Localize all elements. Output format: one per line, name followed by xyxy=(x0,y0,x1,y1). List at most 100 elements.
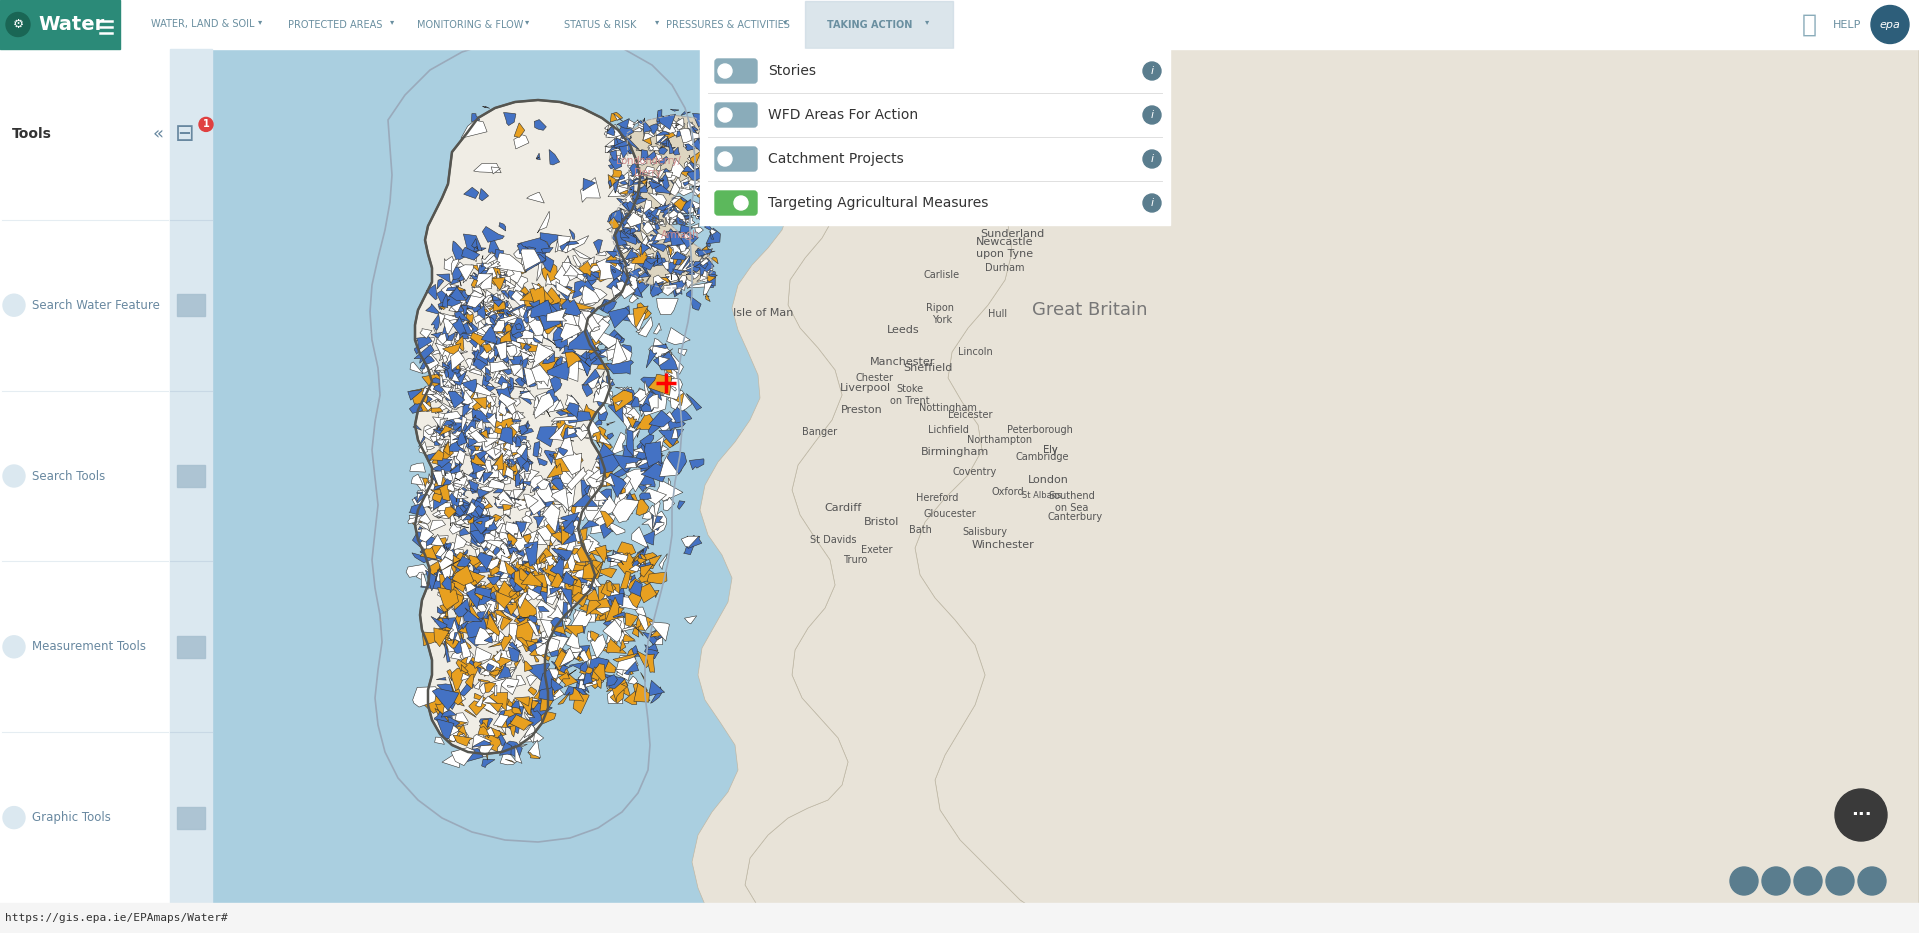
Polygon shape xyxy=(486,313,497,325)
Polygon shape xyxy=(702,246,710,255)
Polygon shape xyxy=(603,663,610,669)
Polygon shape xyxy=(699,135,702,147)
Polygon shape xyxy=(555,584,568,590)
Polygon shape xyxy=(491,465,497,471)
Polygon shape xyxy=(489,461,510,482)
Polygon shape xyxy=(486,312,495,318)
Polygon shape xyxy=(558,326,570,339)
Polygon shape xyxy=(447,620,461,642)
Polygon shape xyxy=(411,516,422,524)
Polygon shape xyxy=(436,404,447,413)
Polygon shape xyxy=(560,512,580,533)
Polygon shape xyxy=(455,618,470,633)
Polygon shape xyxy=(478,320,489,341)
Polygon shape xyxy=(555,241,558,252)
Polygon shape xyxy=(491,167,501,174)
Polygon shape xyxy=(461,596,464,603)
Polygon shape xyxy=(691,127,699,137)
Polygon shape xyxy=(407,564,432,578)
Polygon shape xyxy=(656,131,670,135)
Polygon shape xyxy=(514,608,541,634)
Polygon shape xyxy=(564,241,580,245)
Polygon shape xyxy=(480,273,493,289)
Polygon shape xyxy=(651,281,662,297)
Polygon shape xyxy=(620,154,626,160)
Polygon shape xyxy=(524,563,533,564)
Polygon shape xyxy=(677,132,685,137)
Polygon shape xyxy=(480,342,489,357)
Polygon shape xyxy=(622,248,628,254)
Polygon shape xyxy=(697,202,704,215)
Polygon shape xyxy=(512,535,530,557)
Polygon shape xyxy=(543,329,547,339)
Polygon shape xyxy=(595,389,603,399)
Polygon shape xyxy=(570,662,583,669)
Polygon shape xyxy=(493,661,505,684)
Polygon shape xyxy=(468,430,487,442)
Polygon shape xyxy=(428,562,443,575)
Polygon shape xyxy=(434,383,447,393)
Polygon shape xyxy=(472,453,487,466)
Polygon shape xyxy=(551,488,568,511)
Polygon shape xyxy=(545,488,558,497)
Polygon shape xyxy=(455,336,462,343)
Polygon shape xyxy=(476,387,478,411)
Polygon shape xyxy=(595,568,616,578)
Polygon shape xyxy=(462,642,472,651)
Text: Newcastle
upon Tyne: Newcastle upon Tyne xyxy=(977,237,1034,258)
Polygon shape xyxy=(518,554,530,564)
Polygon shape xyxy=(501,288,509,299)
Polygon shape xyxy=(505,285,510,292)
Polygon shape xyxy=(610,479,639,502)
Polygon shape xyxy=(693,164,699,169)
Polygon shape xyxy=(451,430,468,458)
Polygon shape xyxy=(710,231,714,239)
Polygon shape xyxy=(441,479,451,494)
Polygon shape xyxy=(438,557,453,579)
Polygon shape xyxy=(612,396,616,406)
Polygon shape xyxy=(641,459,666,482)
Polygon shape xyxy=(697,143,714,149)
Polygon shape xyxy=(516,675,526,687)
Polygon shape xyxy=(639,208,660,224)
Polygon shape xyxy=(626,119,635,129)
Polygon shape xyxy=(466,312,474,325)
Polygon shape xyxy=(466,634,489,647)
Polygon shape xyxy=(447,579,453,588)
Polygon shape xyxy=(564,522,583,542)
Circle shape xyxy=(1794,867,1821,895)
Polygon shape xyxy=(670,109,679,111)
Polygon shape xyxy=(620,276,628,283)
Polygon shape xyxy=(493,517,510,536)
Polygon shape xyxy=(597,433,608,442)
Polygon shape xyxy=(470,488,476,492)
Polygon shape xyxy=(493,305,505,310)
Polygon shape xyxy=(441,362,449,369)
Polygon shape xyxy=(420,328,432,339)
Polygon shape xyxy=(658,126,662,131)
Polygon shape xyxy=(439,503,443,504)
Polygon shape xyxy=(635,148,641,151)
Polygon shape xyxy=(578,528,587,545)
Polygon shape xyxy=(474,437,476,444)
Polygon shape xyxy=(614,113,624,121)
Polygon shape xyxy=(610,454,641,472)
Polygon shape xyxy=(482,254,495,263)
Polygon shape xyxy=(618,631,635,641)
Polygon shape xyxy=(606,227,612,232)
Polygon shape xyxy=(606,618,614,620)
Polygon shape xyxy=(486,709,493,714)
Polygon shape xyxy=(633,557,647,571)
Polygon shape xyxy=(507,341,510,349)
Polygon shape xyxy=(480,683,493,694)
Polygon shape xyxy=(501,329,512,343)
Polygon shape xyxy=(562,262,583,281)
Polygon shape xyxy=(455,336,464,351)
Polygon shape xyxy=(420,548,426,552)
Polygon shape xyxy=(461,306,468,314)
Polygon shape xyxy=(462,276,468,283)
Polygon shape xyxy=(451,258,459,274)
Polygon shape xyxy=(635,212,639,219)
Polygon shape xyxy=(658,429,683,446)
Polygon shape xyxy=(457,635,461,642)
